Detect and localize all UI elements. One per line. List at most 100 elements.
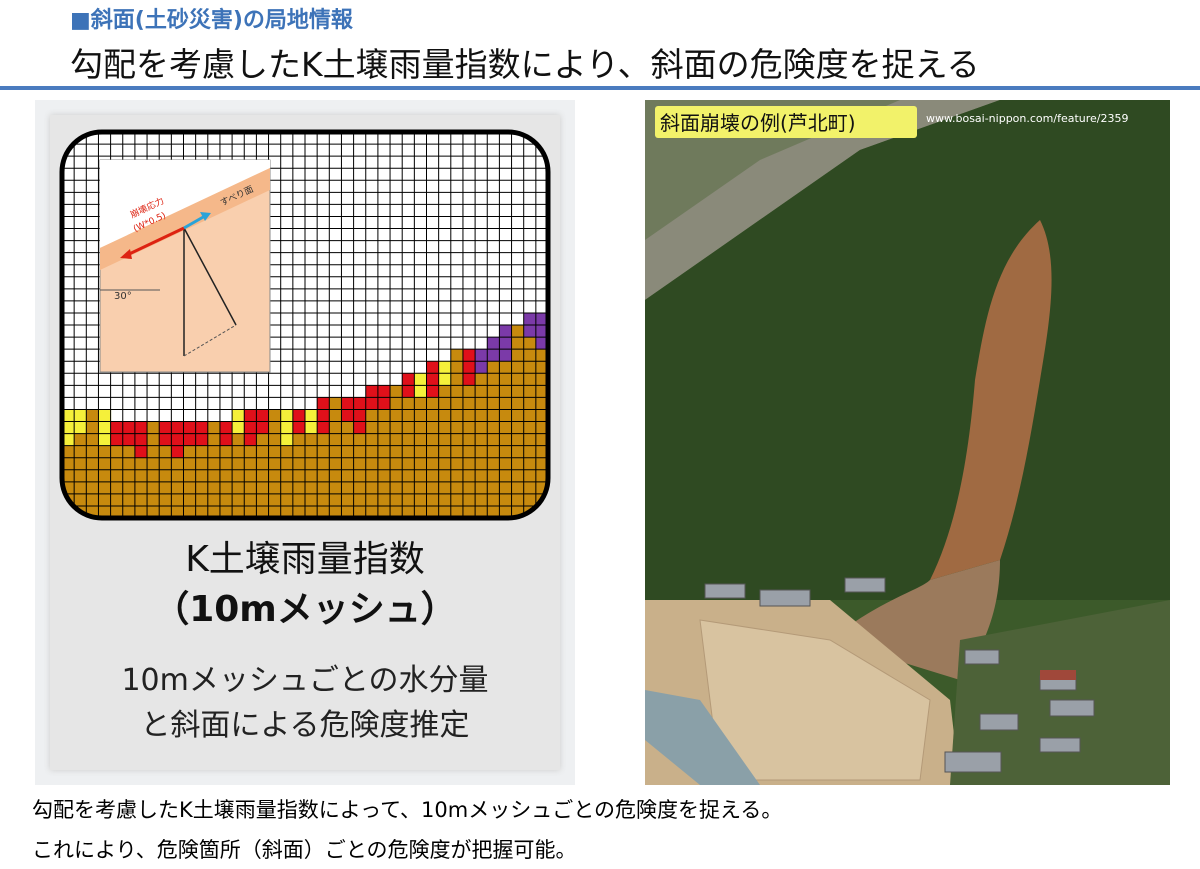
mesh-cell [438, 397, 452, 410]
mesh-cell [402, 409, 415, 422]
mesh-cell [317, 433, 330, 447]
mesh-cell [475, 421, 488, 435]
mesh-cell [365, 421, 379, 435]
mesh-cell [171, 469, 184, 483]
mesh-cell [280, 469, 294, 483]
mesh-cell [487, 469, 500, 483]
mesh-cell [414, 493, 427, 507]
mesh-cell [353, 505, 367, 518]
mesh-cell [462, 445, 476, 459]
mesh-cell [390, 385, 403, 398]
mesh-cell [402, 373, 415, 386]
mesh-cell [341, 469, 355, 483]
mesh-cell [329, 481, 342, 495]
mesh-cell [183, 433, 197, 447]
mesh-cell [122, 421, 136, 435]
mesh-cell [462, 469, 476, 483]
mesh-cell [426, 445, 440, 459]
mesh-cell [110, 481, 124, 495]
mesh-cell [438, 361, 452, 374]
mesh-cell [232, 445, 245, 459]
description-line: と斜面による危険度推定 [140, 708, 470, 743]
mesh-cell [523, 481, 537, 495]
mesh-cell [535, 361, 548, 374]
mesh-cell [110, 457, 124, 471]
mesh-cell [511, 481, 525, 495]
mesh-cell [317, 493, 330, 507]
mesh-cell [219, 457, 233, 471]
mesh-cell [511, 349, 525, 362]
mesh-cell [414, 433, 427, 447]
mesh-cell [86, 481, 99, 495]
mesh-cell [390, 397, 403, 410]
mesh-cell [244, 409, 257, 422]
mesh-cell [511, 433, 525, 447]
mesh-cell [426, 361, 440, 374]
mesh-cell [147, 421, 160, 435]
mesh-cell [475, 433, 488, 447]
mesh-cell [450, 505, 464, 518]
mesh-cell [74, 445, 87, 459]
mesh-cell [402, 445, 415, 459]
footer-line: これにより、危険箇所（斜面）ごとの危険度が把握可能。 [32, 838, 577, 862]
mesh-cell [244, 445, 257, 459]
mesh-cell [499, 337, 513, 350]
mesh-cell [462, 433, 476, 447]
mesh-cell [402, 397, 415, 410]
mesh-cell [268, 469, 282, 483]
mesh-cell [195, 493, 209, 507]
mesh-cell [98, 469, 112, 483]
mesh-cell [426, 421, 440, 435]
mesh-cell [183, 469, 197, 483]
mesh-cell [207, 505, 221, 518]
mesh-cell [219, 433, 233, 447]
mesh-cell [110, 421, 124, 435]
mesh-cell [511, 409, 525, 422]
mesh-cell [110, 493, 124, 507]
mesh-cell [487, 421, 500, 435]
mesh-cell [232, 433, 245, 447]
mesh-cell [365, 385, 379, 398]
mesh-cell [450, 445, 464, 459]
mesh-cell [232, 505, 245, 518]
mesh-cell [159, 457, 172, 471]
mesh-cell [499, 433, 513, 447]
mesh-cell [353, 433, 367, 447]
mesh-cell [511, 457, 525, 471]
mesh-cell [450, 361, 464, 374]
mesh-cell [292, 409, 306, 422]
mesh-cell [450, 373, 464, 386]
mesh-cell [365, 397, 379, 410]
mesh-cell [450, 385, 464, 398]
mesh-cell [159, 445, 172, 459]
mesh-cell [450, 469, 464, 483]
photo-credit: www.bosai-nippon.com/feature/2359 [926, 112, 1129, 125]
mesh-cell [305, 505, 318, 518]
mesh-cell [122, 457, 136, 471]
mesh-cell [487, 445, 500, 459]
mesh-cell [535, 349, 548, 362]
mesh-cell [292, 457, 306, 471]
mesh-cell [523, 361, 537, 374]
mesh-cell [329, 445, 342, 459]
mesh-cell [426, 469, 440, 483]
mesh-cell [195, 445, 209, 459]
mesh-cell [499, 361, 513, 374]
mesh-cell [159, 493, 172, 507]
caption-line: K土壌雨量指数 [185, 539, 425, 580]
mesh-cell [62, 421, 75, 435]
mesh-cell [377, 469, 391, 483]
description-line: 10mメッシュごとの水分量 [121, 663, 489, 698]
mesh-cell [292, 469, 306, 483]
mesh-cell [414, 421, 427, 435]
mesh-cell [244, 469, 257, 483]
mesh-cell [244, 493, 257, 507]
mesh-cell [256, 409, 270, 422]
mesh-cell [122, 433, 136, 447]
mesh-cell [122, 445, 136, 459]
mesh-cell [317, 469, 330, 483]
mesh-cell [147, 445, 160, 459]
mesh-cell [317, 421, 330, 435]
mesh-cell [462, 505, 476, 518]
mesh-cell [487, 481, 500, 495]
